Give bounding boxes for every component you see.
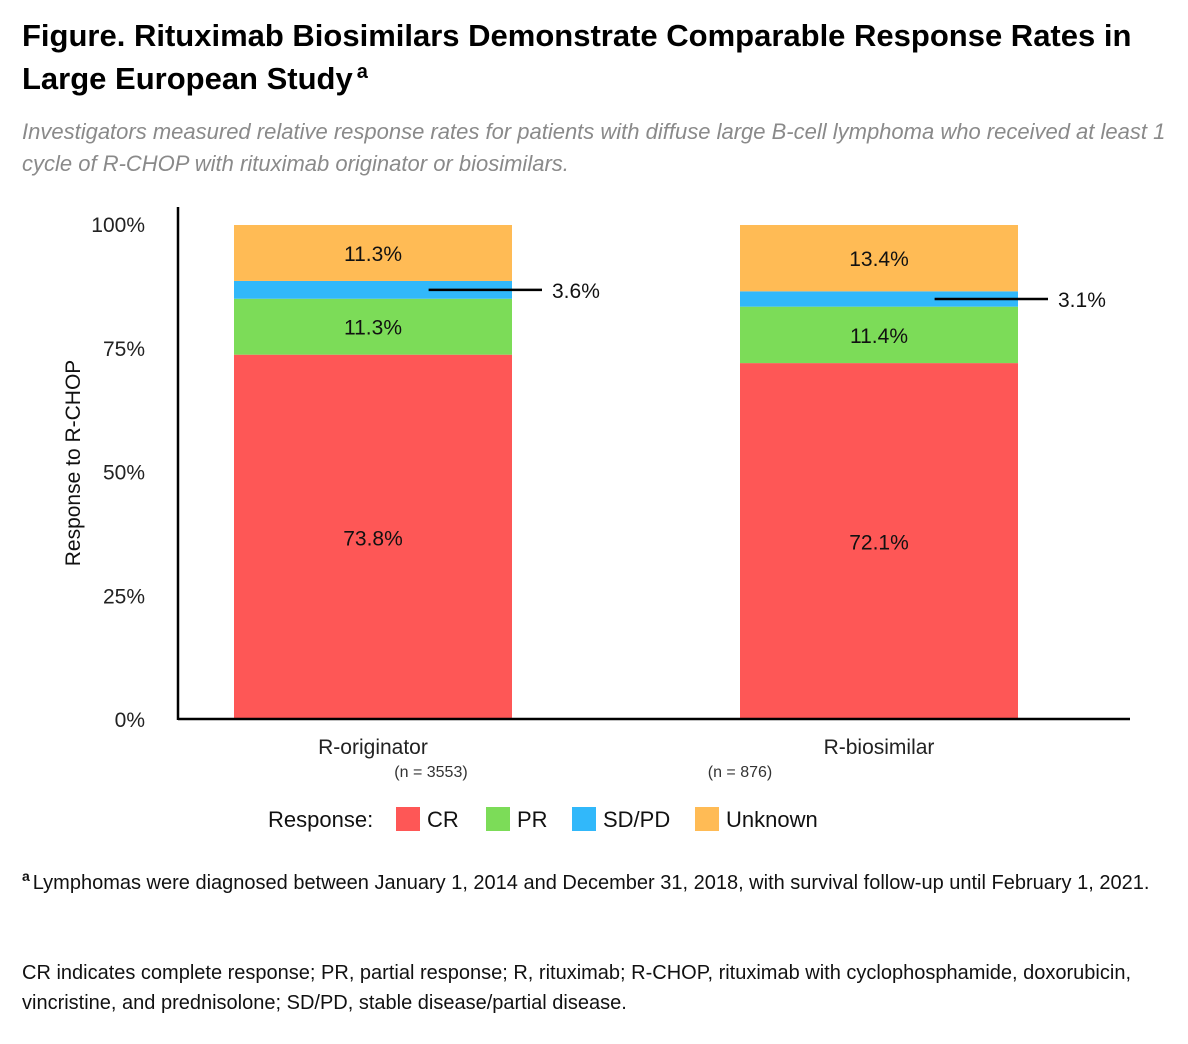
chart-title: Figure. Rituximab Biosimilars Demonstrat… — [22, 14, 1172, 100]
footnote-a-marker: a — [22, 868, 30, 885]
footnote-abbreviations: CR indicates complete response; PR, part… — [22, 962, 1131, 1014]
legend-swatch-sd-pd — [572, 807, 596, 831]
bar-pr-0 — [234, 298, 512, 355]
bar-sd-pd-1 — [740, 291, 1018, 307]
x-tick-label: R-biosimilar — [824, 736, 935, 759]
legend-label: PR — [517, 807, 548, 832]
x-tick-note: (n = 876) — [708, 764, 772, 781]
stacked-bar-chart: 73.8% 11.3% 3.6% 11.3% R-originator 72.1% 11.4… — [62, 207, 1130, 832]
y-axis-label: Response to R-CHOP — [62, 360, 85, 567]
data-label: 72.1% — [849, 532, 909, 555]
chart-title-text: Figure. Rituximab Biosimilars Demonstrat… — [22, 18, 1132, 96]
y-tick-label: 0% — [115, 709, 145, 732]
legend-title: Response: — [268, 807, 373, 832]
data-label: 3.6% — [552, 280, 600, 303]
bar-unknown-1 — [740, 225, 1018, 292]
y-tick-label: 50% — [103, 462, 145, 485]
footnote-a: a Lymphomas were diagnosed between Januar… — [22, 868, 1162, 898]
x-tick-label: R-originator — [318, 736, 428, 759]
bar-cr-0 — [234, 354, 512, 720]
legend-label: Unknown — [726, 807, 818, 832]
bar-pr-1 — [740, 306, 1018, 364]
bar-unknown-0 — [234, 225, 512, 281]
data-label: 13.4% — [849, 248, 909, 271]
data-label: 11.4% — [850, 325, 908, 348]
x-tick-note: (n = 3553) — [394, 764, 467, 781]
y-tick-label: 25% — [103, 585, 145, 608]
title-footnote-marker: a — [356, 60, 368, 83]
bar-cr-1 — [740, 363, 1018, 720]
data-label: 11.3% — [344, 243, 402, 266]
y-tick-label: 75% — [103, 338, 145, 361]
y-tick-label: 100% — [91, 214, 145, 237]
data-label: 11.3% — [344, 317, 402, 340]
legend-label: SD/PD — [603, 807, 670, 832]
legend-label: CR — [427, 807, 459, 832]
data-label: 3.1% — [1058, 289, 1106, 312]
chart-subtitle: Investigators measured relative response… — [22, 119, 1166, 176]
legend-swatch-pr — [486, 807, 510, 831]
bar-sd-pd-0 — [234, 280, 512, 299]
footnote-a-text: Lymphomas were diagnosed between January… — [32, 872, 1150, 894]
data-label: 73.8% — [343, 527, 403, 550]
legend-swatch-unknown — [695, 807, 719, 831]
legend-swatch-cr — [396, 807, 420, 831]
